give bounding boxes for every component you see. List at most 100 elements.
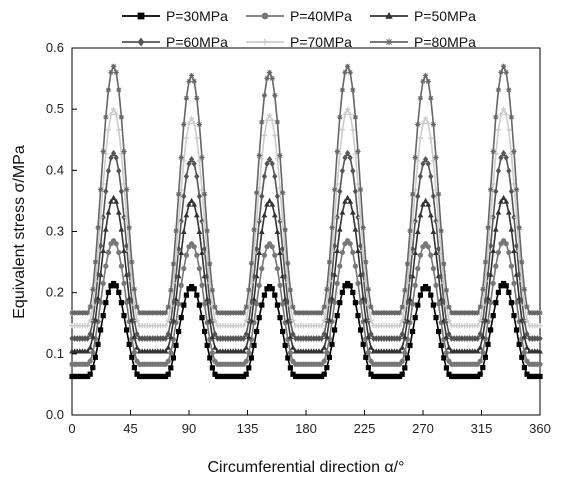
data-point	[477, 358, 483, 364]
data-point	[500, 194, 507, 200]
data-point	[425, 244, 431, 250]
data-point	[170, 261, 176, 267]
data-point	[196, 158, 202, 164]
data-point	[438, 342, 444, 349]
data-point	[274, 265, 280, 272]
data-point	[441, 355, 447, 361]
data-point	[165, 371, 171, 377]
data-point	[485, 225, 491, 231]
data-point	[337, 114, 343, 120]
data-point	[493, 300, 499, 306]
data-point	[84, 348, 91, 354]
data-point	[204, 228, 210, 234]
data-point	[334, 247, 341, 253]
data-point	[402, 318, 408, 325]
data-point	[339, 127, 345, 133]
data-point	[285, 355, 291, 361]
axis-layer: 0 45 90 135 180 225 270 315 360 0.0 0.1 0.2 0.3 0.4 0.…	[46, 40, 551, 436]
data-point	[212, 304, 218, 310]
data-point	[287, 333, 294, 340]
data-point	[181, 192, 187, 200]
data-point	[272, 132, 278, 138]
data-point	[352, 151, 358, 157]
series-P=40MPa	[69, 238, 543, 367]
data-point	[516, 341, 522, 347]
data-point	[508, 151, 514, 157]
data-point	[113, 241, 119, 247]
data-point	[344, 194, 351, 200]
data-point	[488, 327, 494, 333]
data-point	[209, 287, 215, 293]
data-point	[508, 263, 514, 269]
data-point	[443, 333, 450, 340]
data-point	[105, 87, 111, 93]
data-point	[412, 282, 418, 288]
data-point	[196, 228, 203, 235]
data-point	[345, 63, 351, 69]
series-layer	[69, 63, 543, 380]
data-point	[399, 344, 406, 350]
x-tick-label: 135	[237, 421, 259, 436]
data-point	[490, 247, 497, 253]
data-point	[430, 265, 436, 272]
data-point	[134, 330, 140, 338]
data-point	[332, 187, 338, 193]
data-point	[280, 245, 286, 253]
data-point	[126, 341, 132, 347]
data-point	[399, 330, 405, 338]
data-point	[272, 292, 278, 298]
data-point	[319, 323, 325, 329]
data-point	[321, 330, 327, 338]
data-point	[488, 299, 494, 306]
data-point	[165, 330, 171, 338]
data-point	[258, 228, 265, 235]
data-point	[259, 156, 265, 162]
data-point	[209, 333, 216, 340]
data-point	[414, 228, 421, 235]
data-point	[129, 259, 135, 265]
data-point	[514, 242, 520, 250]
data-point	[194, 95, 200, 101]
data-point	[488, 242, 494, 250]
data-point	[280, 190, 286, 196]
series-P=60MPa	[69, 149, 543, 342]
data-point	[282, 227, 288, 233]
data-point	[243, 344, 250, 350]
data-point	[269, 160, 275, 168]
data-point	[277, 282, 283, 288]
data-point	[280, 328, 286, 335]
data-point	[503, 69, 509, 75]
data-point	[417, 252, 423, 258]
data-point	[321, 358, 327, 364]
data-point	[480, 286, 486, 292]
data-point	[170, 355, 176, 361]
data-point	[259, 119, 265, 125]
data-point	[105, 127, 111, 133]
data-point	[246, 318, 252, 325]
data-point	[407, 228, 413, 234]
data-point	[537, 348, 543, 354]
data-point	[85, 323, 91, 329]
data-point	[358, 327, 364, 333]
data-point	[326, 296, 332, 304]
data-point	[199, 282, 205, 288]
data-point	[402, 287, 408, 293]
series-line	[72, 196, 540, 353]
data-point	[108, 69, 114, 75]
data-point	[485, 341, 491, 347]
data-point	[415, 265, 421, 272]
legend-item: P=30MPa	[122, 8, 228, 24]
data-point	[165, 318, 171, 324]
data-point	[196, 192, 202, 200]
data-point	[537, 373, 543, 380]
y-tick-label: 0.5	[46, 101, 64, 116]
data-point	[477, 304, 483, 310]
data-point	[501, 149, 507, 157]
data-point	[183, 292, 189, 298]
series-P=30MPa	[69, 280, 543, 380]
data-point	[529, 373, 535, 380]
data-point	[100, 148, 106, 155]
data-point	[482, 296, 488, 304]
x-tick-label: 180	[295, 421, 317, 436]
data-point	[243, 371, 249, 377]
